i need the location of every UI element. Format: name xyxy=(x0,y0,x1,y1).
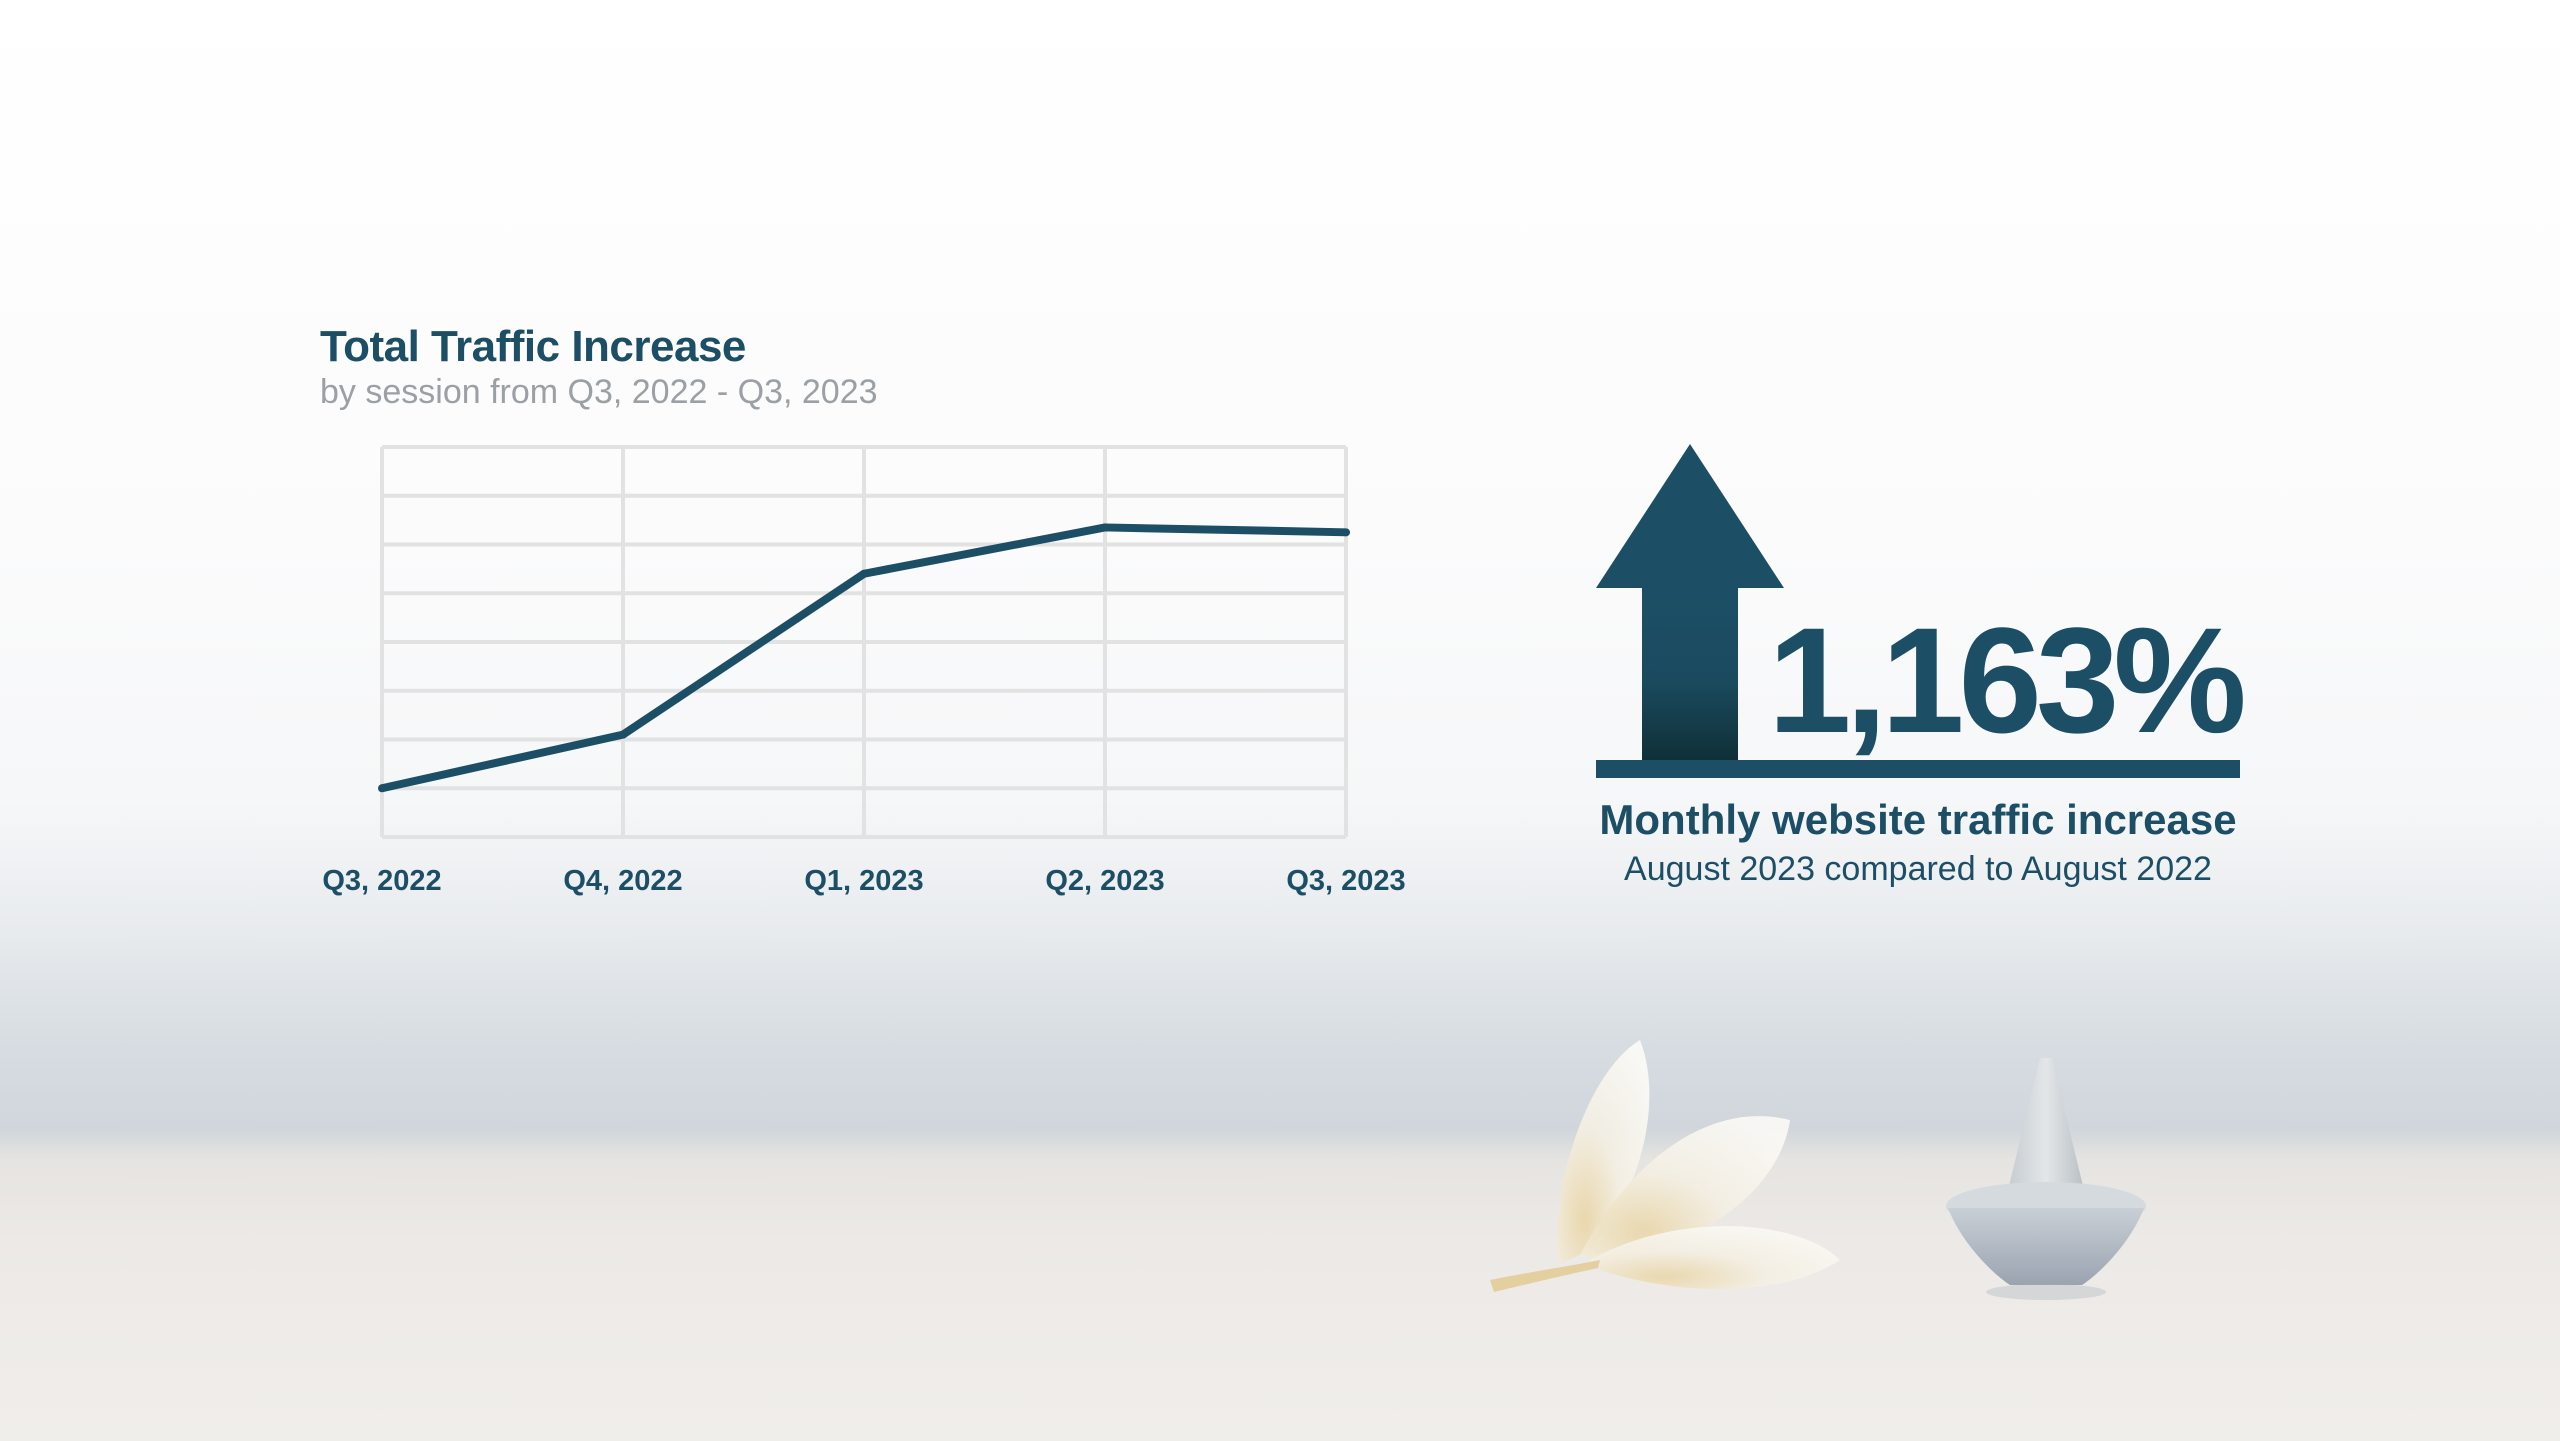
flower-petal-back xyxy=(1556,1040,1650,1265)
incense-bowl-shadow xyxy=(1986,1284,2106,1300)
flower-stem xyxy=(1490,1260,1600,1292)
incense-cone xyxy=(2008,1058,2084,1190)
x-tick-label: Q1, 2023 xyxy=(804,865,923,897)
arrow-baseline xyxy=(1596,760,2240,778)
chart-title: Total Traffic Increase xyxy=(320,322,746,371)
data-point xyxy=(378,784,386,793)
chart-grid xyxy=(380,445,1348,839)
chart-subtitle: by session from Q3, 2022 - Q3, 2023 xyxy=(320,373,878,411)
flower-petal-lower xyxy=(1590,1226,1840,1290)
kpi-value: 1,163% xyxy=(1768,596,2247,764)
chart-line-layer xyxy=(378,523,1350,793)
flower-and-incense-image xyxy=(1490,1040,2146,1300)
kpi-sublabel: August 2023 compared to August 2022 xyxy=(1624,850,2212,888)
data-point xyxy=(1101,523,1109,532)
kpi-label: Monthly website traffic increase xyxy=(1599,796,2237,843)
flower-petal-right xyxy=(1580,1116,1790,1260)
data-point xyxy=(860,569,868,578)
data-point xyxy=(1342,528,1350,537)
up-arrow-icon xyxy=(1596,444,2240,778)
x-tick-label: Q3, 2022 xyxy=(322,865,441,897)
arrow-shaft xyxy=(1642,586,1738,762)
x-tick-label: Q4, 2022 xyxy=(563,865,682,897)
arrow-head xyxy=(1596,444,1784,588)
x-tick-label: Q2, 2023 xyxy=(1045,865,1164,897)
x-axis-labels: Q3, 2022 Q4, 2022 Q1, 2023 Q2, 2023 Q3, 2023 xyxy=(322,865,1405,897)
data-point xyxy=(619,730,627,739)
x-tick-label: Q3, 2023 xyxy=(1286,865,1405,897)
incense-bowl xyxy=(1948,1208,2144,1285)
